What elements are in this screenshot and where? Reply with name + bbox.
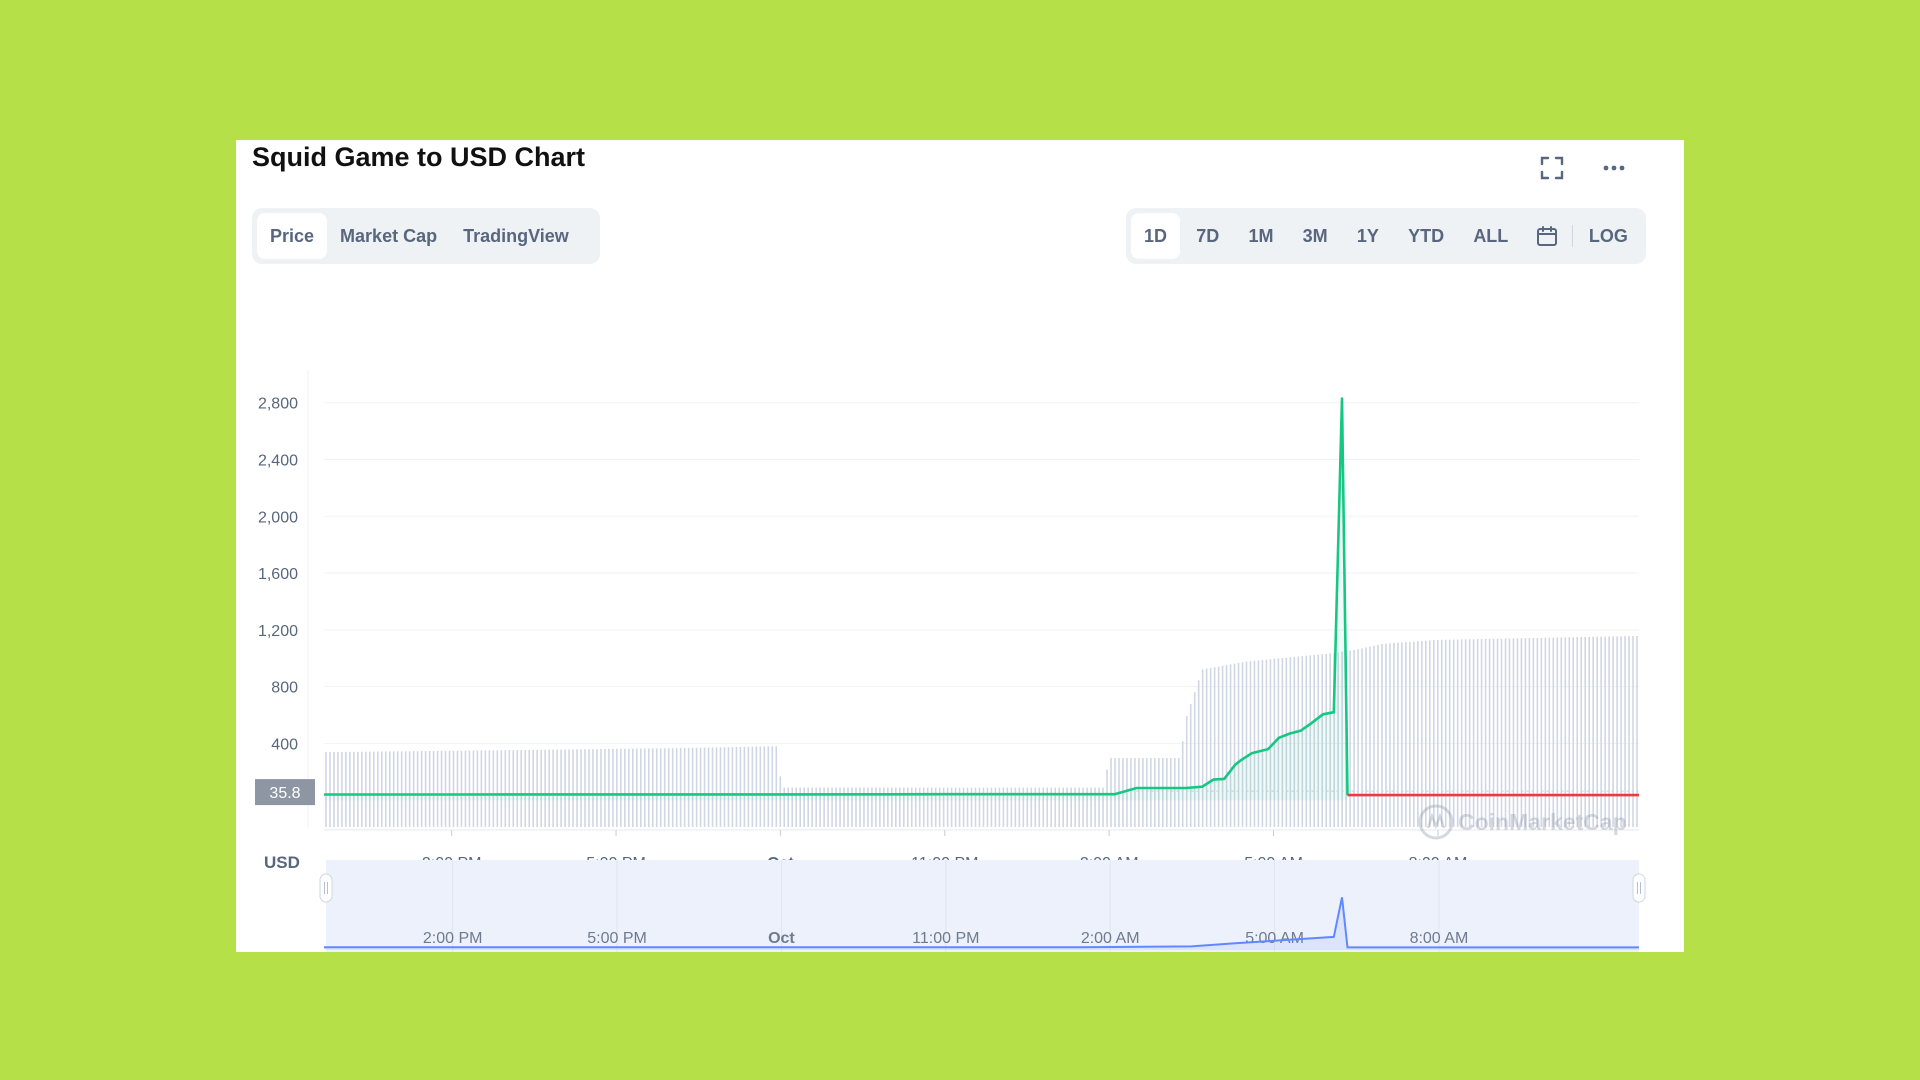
- page-title: Squid Game to USD Chart: [252, 142, 586, 172]
- coinmarketcap-mark: [1426, 812, 1446, 830]
- navigator-tick-label: 2:00 AM: [1081, 930, 1140, 947]
- range-1m[interactable]: 1M: [1248, 225, 1274, 246]
- coinmarketcap-logo: CoinMarketCap: [1418, 804, 1627, 840]
- watermark-text: CoinMarketCap: [1458, 809, 1627, 835]
- navigator-handle-body[interactable]: [319, 873, 333, 903]
- navigator-tick-label: 8:00 AM: [1410, 930, 1469, 947]
- range-tabs: 1D 7D 1M 3M 1Y YTD ALL LOG: [1126, 208, 1646, 264]
- current-price-label: 35.8: [269, 785, 300, 802]
- y-tick-label: 400: [271, 736, 298, 753]
- navigator-tick-label: Oct: [768, 930, 795, 947]
- y-tick-label: 2,400: [258, 452, 298, 469]
- navigator-tick-label: 5:00 AM: [1245, 930, 1304, 947]
- y-tick-label: 800: [271, 680, 298, 697]
- navigator-tick-label: 2:00 PM: [423, 930, 483, 947]
- y-tick-label: 2,800: [258, 396, 298, 413]
- y-tick-label: 1,200: [258, 623, 298, 640]
- y-unit-label: USD: [264, 853, 300, 872]
- navigator-tick-label: 5:00 PM: [587, 930, 647, 947]
- fullscreen-icon[interactable]: [1532, 148, 1572, 188]
- tab-market-cap[interactable]: Market Cap: [340, 225, 438, 246]
- range-1d[interactable]: 1D: [1131, 213, 1181, 259]
- y-tick-label: 2,000: [258, 509, 298, 526]
- log-scale-toggle[interactable]: LOG: [1588, 225, 1628, 246]
- more-horizontal-icon[interactable]: [1594, 148, 1634, 188]
- coinmarketcap-icon: [1418, 804, 1454, 840]
- y-tick-label: 1,600: [258, 566, 298, 583]
- tab-price[interactable]: Price: [257, 213, 328, 259]
- range-7d[interactable]: 7D: [1196, 225, 1220, 246]
- range-ytd[interactable]: YTD: [1408, 225, 1445, 246]
- navigator-handle-left[interactable]: [319, 873, 333, 903]
- chart-card: Squid Game to USD Chart Price Market Cap…: [236, 140, 1684, 952]
- chart-type-tabs: Price Market Cap TradingView: [252, 208, 600, 264]
- navigator-handle-right[interactable]: [1632, 873, 1646, 903]
- range-1y[interactable]: 1Y: [1356, 225, 1379, 246]
- current-price-badge: [255, 779, 315, 806]
- range-divider: [1571, 225, 1573, 247]
- calendar-icon[interactable]: [1525, 213, 1569, 259]
- price-line-up[interactable]: [324, 397, 1349, 796]
- price-area: [324, 398, 1348, 801]
- range-3m[interactable]: 3M: [1302, 225, 1328, 246]
- tab-tradingview[interactable]: TradingView: [463, 225, 569, 246]
- navigator-handle-body[interactable]: [1632, 873, 1646, 903]
- navigator-line: [323, 897, 1639, 949]
- price-chart[interactable]: 400 800 1,200 1,600 2,000 2,400 2,800 35.8 2:0…: [236, 280, 1684, 952]
- navigator-window[interactable]: [326, 860, 1639, 952]
- range-all[interactable]: ALL: [1473, 225, 1509, 246]
- navigator-tick-label: 11:00 PM: [912, 930, 979, 947]
